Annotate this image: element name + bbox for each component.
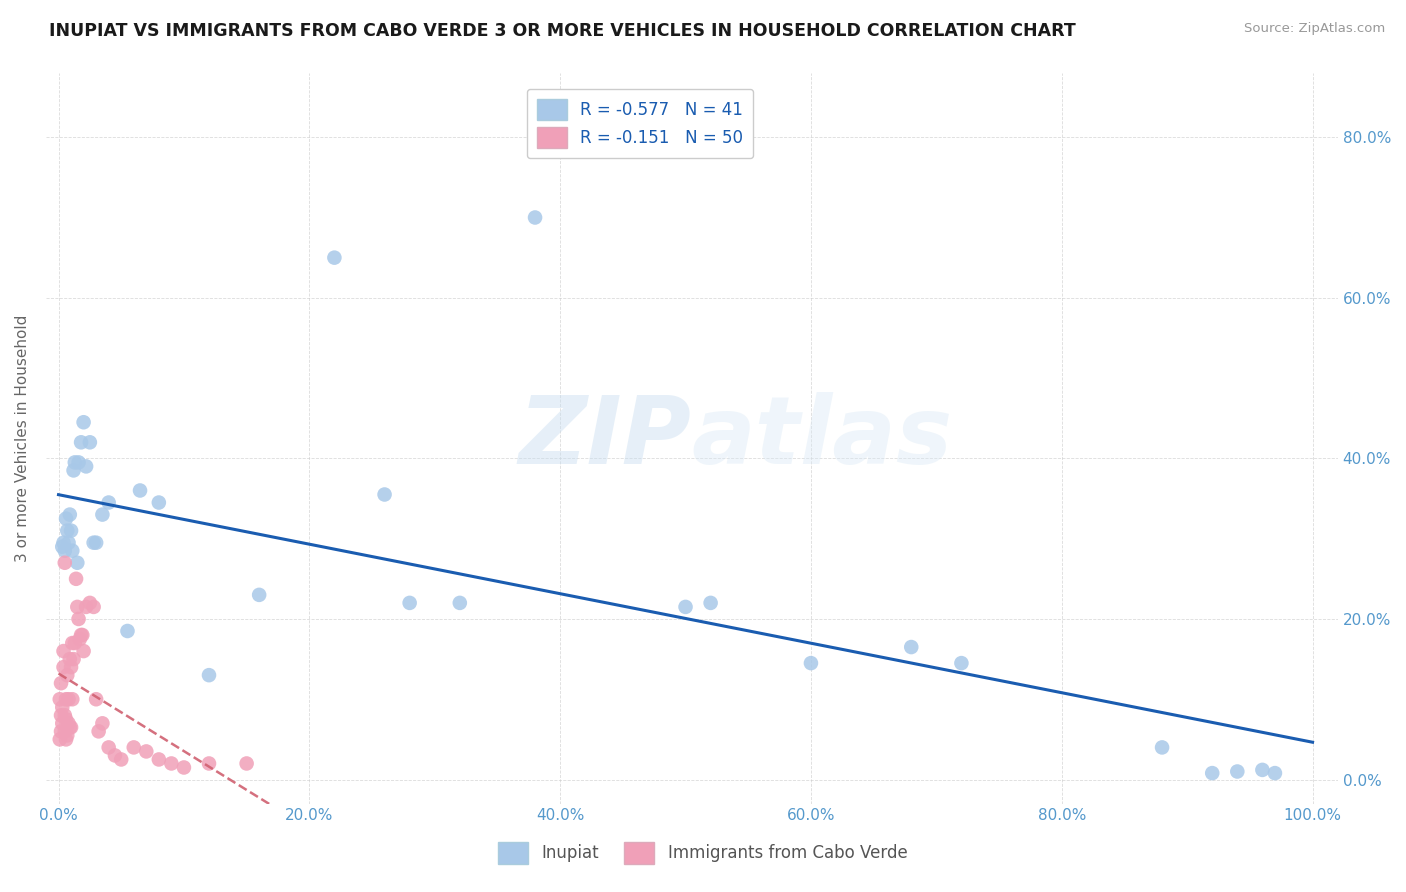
Text: ZIP: ZIP <box>519 392 692 484</box>
Point <box>91 508 114 522</box>
Point <box>67 612 90 626</box>
Point <box>900 640 922 654</box>
Point <box>97 740 120 755</box>
Point <box>75 459 97 474</box>
Point <box>70 628 93 642</box>
Legend: R = -0.577   N = 41, R = -0.151   N = 50: R = -0.577 N = 41, R = -0.151 N = 50 <box>527 88 754 158</box>
Point <box>56 524 79 538</box>
Point <box>53 724 76 739</box>
Point <box>51 540 73 554</box>
Legend: Inupiat, Immigrants from Cabo Verde: Inupiat, Immigrants from Cabo Verde <box>492 836 914 871</box>
Point <box>247 588 270 602</box>
Point <box>122 740 145 755</box>
Point <box>63 636 86 650</box>
Point <box>56 668 79 682</box>
Point <box>72 628 94 642</box>
Point <box>84 535 107 549</box>
Point <box>449 596 471 610</box>
Point <box>148 752 170 766</box>
Point <box>198 668 221 682</box>
Point <box>60 660 83 674</box>
Point <box>75 599 97 614</box>
Point <box>87 724 110 739</box>
Point <box>66 599 89 614</box>
Point <box>52 644 75 658</box>
Point <box>49 692 72 706</box>
Point <box>79 596 101 610</box>
Point <box>323 251 346 265</box>
Point <box>60 636 83 650</box>
Point <box>60 524 83 538</box>
Point <box>51 700 73 714</box>
Text: atlas: atlas <box>692 392 953 484</box>
Point <box>1201 766 1223 780</box>
Point <box>117 624 139 638</box>
Point <box>70 435 93 450</box>
Point <box>59 508 82 522</box>
Point <box>60 692 83 706</box>
Point <box>699 596 721 610</box>
Point <box>800 656 823 670</box>
Point <box>53 543 76 558</box>
Point <box>66 556 89 570</box>
Point <box>59 720 82 734</box>
Point <box>56 728 79 742</box>
Point <box>675 599 697 614</box>
Point <box>374 487 396 501</box>
Text: Source: ZipAtlas.com: Source: ZipAtlas.com <box>1244 22 1385 36</box>
Point <box>55 712 77 726</box>
Point <box>83 599 105 614</box>
Point <box>1152 740 1174 755</box>
Point <box>49 708 72 723</box>
Point <box>58 692 80 706</box>
Point <box>69 632 91 646</box>
Point <box>104 748 127 763</box>
Point <box>135 744 157 758</box>
Point <box>79 435 101 450</box>
Point <box>62 652 84 666</box>
Point <box>62 463 84 477</box>
Point <box>60 543 83 558</box>
Point <box>49 732 72 747</box>
Point <box>83 535 105 549</box>
Point <box>53 708 76 723</box>
Point <box>398 596 420 610</box>
Point <box>1251 763 1274 777</box>
Point <box>198 756 221 771</box>
Point <box>72 415 94 429</box>
Point <box>110 752 132 766</box>
Point <box>173 760 195 774</box>
Point <box>52 535 75 549</box>
Point <box>49 724 72 739</box>
Point <box>160 756 183 771</box>
Point <box>84 692 107 706</box>
Point <box>58 535 80 549</box>
Point <box>67 455 90 469</box>
Point <box>63 455 86 469</box>
Point <box>235 756 257 771</box>
Point <box>1264 766 1286 780</box>
Point <box>1226 764 1249 779</box>
Point <box>91 716 114 731</box>
Point <box>58 716 80 731</box>
Point <box>60 720 83 734</box>
Point <box>65 572 87 586</box>
Point <box>129 483 152 498</box>
Point <box>97 495 120 509</box>
Point <box>148 495 170 509</box>
Point <box>72 644 94 658</box>
Point <box>55 511 77 525</box>
Text: INUPIAT VS IMMIGRANTS FROM CABO VERDE 3 OR MORE VEHICLES IN HOUSEHOLD CORRELATIO: INUPIAT VS IMMIGRANTS FROM CABO VERDE 3 … <box>49 22 1076 40</box>
Point <box>51 716 73 731</box>
Point <box>55 732 77 747</box>
Point <box>53 556 76 570</box>
Point <box>55 692 77 706</box>
Point <box>49 676 72 690</box>
Point <box>52 660 75 674</box>
Y-axis label: 3 or more Vehicles in Household: 3 or more Vehicles in Household <box>15 315 30 562</box>
Point <box>950 656 973 670</box>
Point <box>59 652 82 666</box>
Point <box>524 211 547 225</box>
